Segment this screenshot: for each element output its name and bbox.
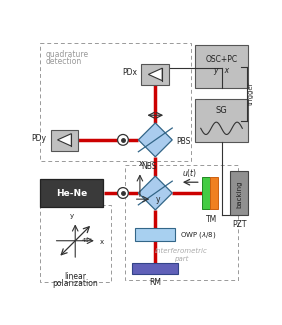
- Text: TM: TM: [206, 214, 217, 224]
- Text: PBS: PBS: [176, 137, 190, 146]
- Bar: [50, 130, 78, 151]
- Circle shape: [118, 188, 128, 198]
- Text: OWP ($\lambda$/8): OWP ($\lambda$/8): [180, 230, 216, 240]
- Text: quadrature: quadrature: [46, 50, 89, 59]
- Bar: [135, 228, 175, 241]
- Text: interferometric: interferometric: [155, 248, 208, 254]
- Bar: [132, 263, 179, 274]
- Bar: [195, 99, 248, 142]
- Bar: [202, 177, 210, 209]
- Text: backing: backing: [236, 180, 242, 208]
- Text: RM: RM: [149, 278, 161, 287]
- Text: trigger: trigger: [248, 82, 254, 105]
- Circle shape: [118, 135, 128, 145]
- Bar: [40, 204, 111, 281]
- Polygon shape: [58, 134, 71, 146]
- Polygon shape: [148, 68, 162, 81]
- Text: PZT: PZT: [232, 220, 246, 229]
- Text: detection: detection: [46, 58, 82, 67]
- Text: y   x: y x: [213, 66, 230, 75]
- Bar: [125, 164, 239, 280]
- Text: PDy: PDy: [31, 134, 46, 143]
- Bar: [142, 64, 169, 85]
- Polygon shape: [138, 123, 172, 157]
- Bar: [230, 172, 248, 214]
- Text: x: x: [100, 239, 104, 244]
- Text: y: y: [155, 195, 160, 204]
- Text: part: part: [174, 256, 189, 262]
- Bar: [195, 45, 248, 88]
- Text: 45°: 45°: [81, 238, 92, 243]
- Text: PDx: PDx: [122, 68, 137, 77]
- Text: He-Ne: He-Ne: [56, 189, 87, 198]
- Text: x: x: [138, 159, 143, 168]
- Text: OSC+PC: OSC+PC: [206, 55, 238, 63]
- Polygon shape: [138, 176, 172, 210]
- Text: $u(t)$: $u(t)$: [182, 167, 197, 179]
- Bar: [210, 177, 218, 209]
- Bar: [40, 43, 191, 161]
- Text: linear: linear: [64, 272, 86, 280]
- Text: SG: SG: [216, 106, 227, 115]
- Text: polarization: polarization: [52, 279, 98, 288]
- Text: y: y: [70, 213, 74, 219]
- Bar: [40, 179, 103, 207]
- Text: NBS: NBS: [142, 162, 157, 172]
